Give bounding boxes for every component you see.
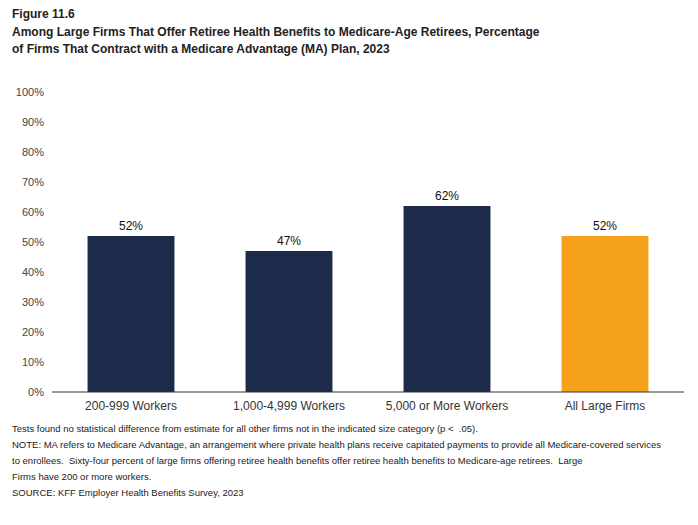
data-label: 62% (435, 189, 459, 203)
bar (88, 236, 175, 392)
y-tick-label: 40% (22, 266, 44, 278)
y-tick-label: 70% (22, 176, 44, 188)
x-tick-label: All Large Firms (565, 399, 646, 413)
y-tick-label: 30% (22, 296, 44, 308)
x-axis-line (52, 392, 684, 393)
y-tick-label: 20% (22, 326, 44, 338)
figure-label: Figure 11.6 (12, 7, 75, 21)
title-line: of Firms That Contract with a Medicare A… (12, 42, 390, 56)
footnote: SOURCE: KFF Employer Health Benefits Sur… (12, 487, 244, 498)
data-label: 52% (593, 219, 617, 233)
footnote: to enrollees. Sixty-four percent of larg… (12, 455, 582, 466)
y-tick-label: 60% (22, 206, 44, 218)
y-tick-label: 0% (28, 386, 44, 398)
y-tick-label: 90% (22, 116, 44, 128)
footnote: Tests found no statistical difference fr… (12, 423, 478, 434)
chart: Figure 11.6 Among Large Firms That Offer … (0, 0, 698, 525)
y-tick-label: 80% (22, 146, 44, 158)
data-label: 52% (119, 219, 143, 233)
x-tick-label: 200-999 Workers (85, 399, 177, 413)
title-line: Among Large Firms That Offer Retiree Hea… (12, 25, 540, 39)
x-tick-label: 1,000-4,999 Workers (233, 399, 345, 413)
footnote: Firms have 200 or more workers. (12, 471, 151, 482)
data-label: 47% (277, 234, 301, 248)
bar (246, 251, 333, 392)
footnote: NOTE: MA refers to Medicare Advantage, a… (12, 439, 661, 450)
bar (404, 206, 491, 392)
bars (88, 206, 649, 392)
y-tick-label: 100% (16, 86, 44, 98)
y-tick-label: 10% (22, 356, 44, 368)
x-tick-label: 5,000 or More Workers (386, 399, 509, 413)
bar (562, 236, 649, 392)
y-tick-label: 50% (22, 236, 44, 248)
